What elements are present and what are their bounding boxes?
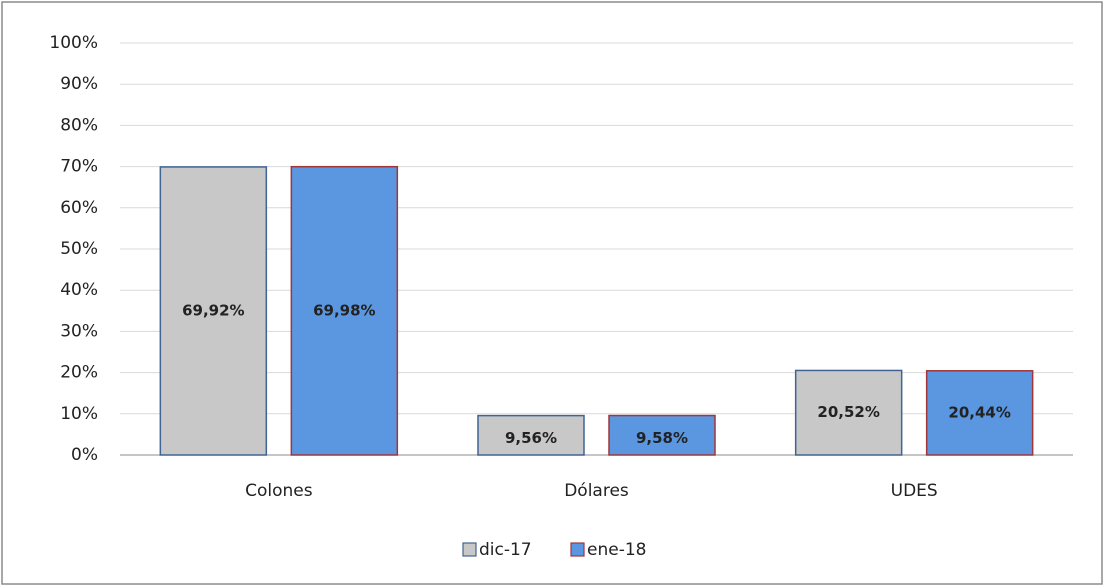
value-label: 69,92% xyxy=(182,301,244,319)
legend-label: ene-18 xyxy=(587,540,646,560)
y-tick-label: 90% xyxy=(60,74,98,94)
y-tick-label: 80% xyxy=(60,115,98,135)
bar xyxy=(290,165,399,456)
bar xyxy=(925,370,1034,456)
y-tick-label: 70% xyxy=(60,157,98,177)
value-label: 20,44% xyxy=(948,403,1010,421)
y-tick-label: 40% xyxy=(60,280,98,300)
value-label: 69,98% xyxy=(313,301,375,319)
y-tick-label: 60% xyxy=(60,198,98,218)
value-label: 20,52% xyxy=(817,403,879,421)
legend-swatch xyxy=(462,542,477,557)
bar xyxy=(477,414,585,456)
legend-swatch xyxy=(570,542,585,557)
legend-label: dic-17 xyxy=(479,540,532,560)
y-tick-label: 10% xyxy=(60,404,98,424)
x-tick-label: Colones xyxy=(245,481,313,501)
x-tick-label: UDES xyxy=(891,481,938,501)
y-tick-label: 30% xyxy=(60,321,98,341)
y-tick-label: 50% xyxy=(60,239,98,259)
y-tick-label: 0% xyxy=(71,445,98,465)
bar xyxy=(608,414,716,456)
value-label: 9,58% xyxy=(636,429,688,447)
y-tick-label: 20% xyxy=(60,363,98,383)
y-tick-label: 100% xyxy=(49,33,98,53)
x-tick-label: Dólares xyxy=(564,481,629,501)
value-label: 9,56% xyxy=(505,429,557,447)
bar xyxy=(159,166,268,456)
bar xyxy=(794,369,903,456)
